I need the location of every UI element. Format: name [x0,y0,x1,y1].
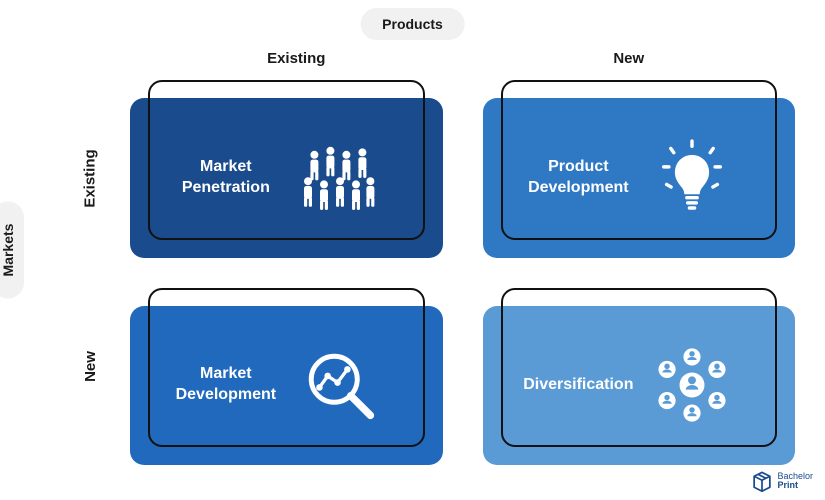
cell-market-development: MarketDevelopment [130,288,443,466]
logo-text-2: Print [777,481,813,490]
column-headers: Existing New [130,50,795,67]
lightbulb-icon [652,138,732,218]
cell-label: ProductDevelopment [505,157,653,199]
cell-label: Diversification [505,375,653,396]
row-header-existing: Existing [70,85,110,273]
products-axis-label: Products [360,8,465,40]
cell-label: MarketDevelopment [152,364,300,406]
cell-diversification: Diversification [483,288,796,466]
people-group-icon [300,138,380,218]
markets-axis-label: Markets [0,202,24,299]
user-network-icon [652,345,732,425]
row-header-new: New [70,273,110,461]
row-headers: Existing New [70,85,110,460]
cell-product-development: ProductDevelopment [483,80,796,258]
col-header-existing: Existing [130,50,463,67]
cell-market-penetration: MarketPenetration [130,80,443,258]
ansoff-matrix: MarketPenetration ProductDevelopment [130,80,795,465]
magnify-chart-icon [300,345,380,425]
col-header-new: New [463,50,796,67]
bachelorprint-logo: Bachelor Print [751,470,813,492]
cell-label: MarketPenetration [152,157,300,199]
